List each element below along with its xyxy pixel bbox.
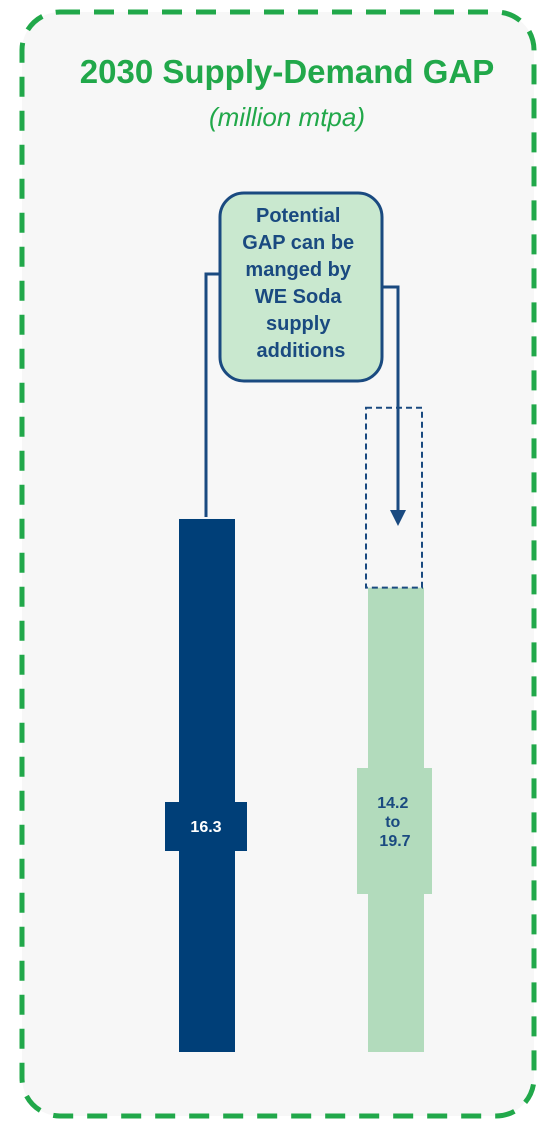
chart-subtitle: (million mtpa) [209,102,365,132]
callout-line-1: Potential [256,205,340,227]
bar-demand-label: 16.3 [190,819,221,836]
callout-line-3: manged by [245,259,351,281]
callout-line-5: supply [266,313,331,335]
bar-supply-label-high: 19.7 [379,833,410,850]
bar-supply-label: 14.2 to 19.7 [377,795,413,850]
callout-line-4: WE Soda [255,286,343,308]
callout-text: Potential GAP can be manged by WE Soda s… [242,205,359,362]
chart-frame [19,9,537,1119]
callout-line-2: GAP can be [242,232,354,254]
bar-supply-label-to: to [385,814,400,831]
callout-arrow-head [390,510,406,526]
callout-connector-left [204,272,220,517]
bar-demand [179,518,235,1052]
bar-supply-potential-gap [365,406,423,589]
callout-line-6: additions [257,340,346,362]
callout-box [218,191,384,383]
bar-demand-label-box [165,802,247,851]
bar-supply-label-box [357,768,432,894]
chart-title: 2030 Supply-Demand GAP [80,53,494,90]
callout-connector-right [382,285,400,510]
bar-supply-label-low: 14.2 [377,795,408,812]
